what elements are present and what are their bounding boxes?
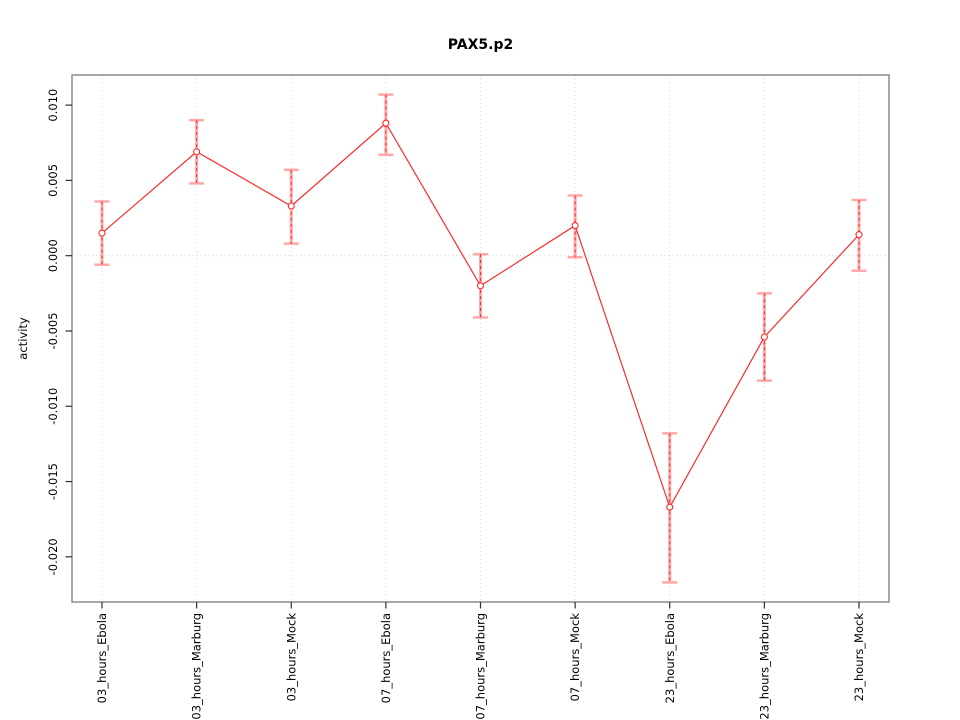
- data-point-marker: [382, 119, 390, 127]
- y-tick-label: -0.015: [46, 463, 60, 500]
- data-point-marker: [855, 231, 863, 239]
- data-point-marker: [476, 282, 485, 290]
- y-tick-label: -0.020: [46, 538, 60, 575]
- y-tick-label: -0.005: [46, 312, 60, 349]
- data-point-marker: [98, 229, 106, 237]
- x-tick-label: 07_hours_Marburg: [474, 613, 488, 720]
- axes-layer: 0.010 0.005 0.000 -0.005 -0.010 -0.015 -0.020 0…: [46, 89, 866, 720]
- data-point-marker: [193, 148, 201, 156]
- y-tick-label: 0.005: [46, 164, 60, 197]
- x-tick-label: 07_hours_Mock: [568, 613, 582, 702]
- y-tick-label: 0.010: [46, 89, 60, 122]
- x-tick-label: 03_hours_Marburg: [190, 613, 204, 720]
- y-tick-label: -0.010: [46, 388, 60, 425]
- y-tick-label: 0.000: [46, 239, 60, 272]
- data-point-marker: [287, 202, 295, 210]
- data-point-marker: [760, 333, 768, 341]
- chart-title: PAX5.p2: [448, 37, 513, 53]
- x-tick-label: 23_hours_Ebola: [663, 613, 677, 703]
- x-tick-label: 23_hours_Marburg: [757, 613, 771, 720]
- x-tick-label: 23_hours_Mock: [852, 613, 866, 702]
- data-point-marker: [666, 503, 674, 511]
- x-tick-label: 03_hours_Mock: [284, 613, 298, 702]
- data-point-marker: [571, 222, 579, 230]
- data-series-layer: [94, 93, 867, 584]
- x-tick-label: 07_hours_Ebola: [379, 613, 393, 703]
- x-tick-label: 03_hours_Ebola: [95, 613, 109, 703]
- y-axis-label: activity: [16, 317, 30, 360]
